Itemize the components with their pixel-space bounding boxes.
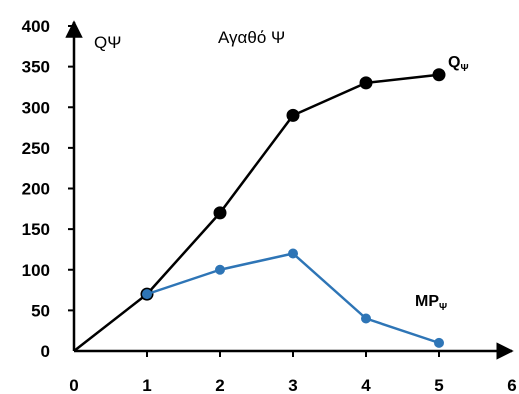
data-point-mp (434, 337, 444, 348)
data-point-q (213, 206, 227, 220)
series-label-q-sub: Ψ (460, 63, 468, 74)
data-point-q (359, 76, 373, 90)
data-point-q (286, 108, 300, 122)
x-ticks: 0 1 2 3 4 5 6 (69, 351, 517, 394)
x-tick-label: 0 (69, 376, 78, 394)
x-tick-label: 6 (507, 376, 516, 394)
data-point-mp (215, 264, 225, 275)
data-point-mp (288, 248, 298, 259)
series-label-mp: MPΨ (415, 293, 447, 313)
y-tick-label: 300 (22, 98, 50, 117)
x-tick-label: 4 (361, 376, 371, 394)
x-tick-label: 3 (288, 376, 297, 394)
data-point-mp (361, 313, 371, 324)
y-ticks: 0 50 100 150 200 250 300 350 400 (22, 17, 74, 361)
series-line-q (73, 73, 440, 352)
chart-title: Αγαθό Ψ (218, 28, 285, 47)
y-axis-label: QΨ (94, 33, 121, 52)
series-label-q: QΨ (448, 54, 469, 74)
axes: 0 1 2 3 4 5 6 0 50 100 150 200 250 300 350 400 (22, 17, 517, 394)
y-tick-label: 350 (22, 58, 50, 77)
y-tick-label: 250 (22, 139, 50, 158)
y-tick-label: 0 (41, 342, 50, 361)
y-tick-label: 100 (22, 261, 50, 280)
y-tick-label: 400 (22, 17, 50, 36)
x-tick-label: 2 (215, 376, 224, 394)
x-tick-label: 1 (142, 376, 151, 394)
y-tick-label: 50 (31, 301, 50, 320)
data-point-q (432, 68, 446, 82)
y-tick-label: 150 (22, 220, 50, 239)
x-tick-label: 5 (434, 376, 443, 394)
series-layer (73, 68, 446, 352)
series-label-mp-sub: Ψ (439, 302, 447, 313)
series-line-mp (146, 252, 440, 345)
series-label-mp-main: MP (415, 293, 439, 310)
y-tick-label: 200 (22, 180, 50, 199)
data-point-mp (142, 289, 152, 300)
series-label-q-main: Q (448, 54, 460, 71)
